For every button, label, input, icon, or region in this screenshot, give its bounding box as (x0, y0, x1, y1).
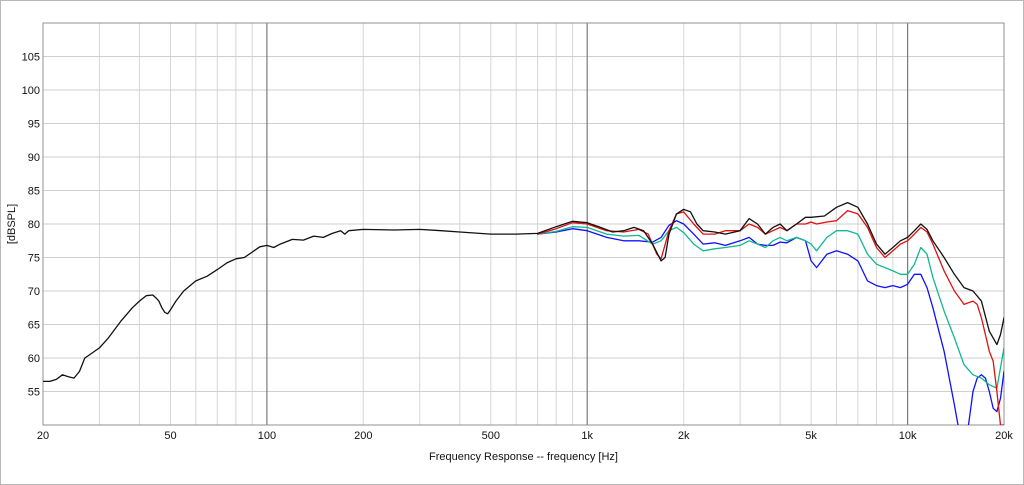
y-tick-labels: 55 60 65 70 75 80 85 90 95 100 105 (22, 52, 40, 399)
x-tick-labels: 20 50 100 200 500 1k 2k 5k 10k 20k (37, 430, 1013, 442)
series-layer (43, 201, 1004, 425)
y-tick-label: 65 (28, 320, 40, 332)
series-line-1 (536, 220, 1004, 425)
y-tick-label: 85 (28, 186, 40, 198)
x-tick-label: 20k (995, 430, 1013, 442)
series-line-3 (536, 209, 1004, 425)
x-tick-label: 5k (805, 430, 817, 442)
y-tick-label: 80 (28, 219, 40, 231)
y-tick-label: 55 (28, 387, 40, 399)
y-tick-label: 60 (28, 353, 40, 365)
y-axis-title: [dBSPL] (6, 204, 18, 244)
y-tick-label: 75 (28, 253, 40, 265)
plot-area-border (42, 22, 1005, 426)
y-tick-label: 95 (28, 119, 40, 131)
minor-grid (42, 23, 1005, 425)
y-tick-label: 90 (28, 152, 40, 164)
x-tick-label: 50 (164, 430, 176, 442)
y-tick-label: 70 (28, 286, 40, 298)
series-line-4 (43, 201, 1004, 383)
x-tick-label: 500 (482, 430, 500, 442)
y-tick-label: 105 (22, 52, 40, 64)
x-tick-label: 2k (678, 430, 690, 442)
x-tick-label: 1k (581, 430, 593, 442)
x-tick-label: 10k (899, 430, 917, 442)
series-line-2 (536, 226, 1004, 389)
y-tick-label: 100 (22, 85, 40, 97)
x-tick-label: 100 (258, 430, 276, 442)
x-tick-label: 200 (354, 430, 372, 442)
x-axis-title: Frequency Response -- frequency [Hz] (429, 451, 618, 463)
x-tick-label: 20 (37, 430, 49, 442)
